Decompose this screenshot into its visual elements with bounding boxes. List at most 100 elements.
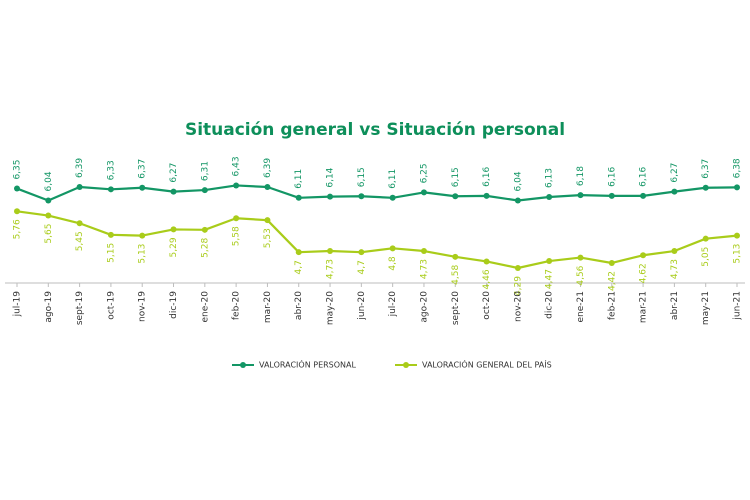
data-label: 4,46 xyxy=(482,269,492,289)
data-point xyxy=(201,226,208,233)
x-tick-label: feb-21 xyxy=(607,291,617,320)
data-point xyxy=(640,252,647,259)
data-point xyxy=(76,220,83,227)
x-tick-label: oct-19 xyxy=(106,291,116,320)
x-tick-label: nov-20 xyxy=(513,291,523,322)
data-label: 5,15 xyxy=(106,243,116,263)
data-point xyxy=(389,245,396,252)
data-point xyxy=(45,197,52,204)
x-tick-label: dic-20 xyxy=(545,291,555,319)
data-point xyxy=(170,188,177,195)
data-point xyxy=(702,235,709,242)
data-label: 6,04 xyxy=(44,171,54,191)
data-label: 4,56 xyxy=(576,265,586,285)
data-point xyxy=(452,253,459,260)
data-label: 6,13 xyxy=(545,168,555,188)
data-point xyxy=(295,249,302,256)
data-point xyxy=(327,193,334,200)
x-tick-label: jul-19 xyxy=(13,291,23,318)
data-point xyxy=(483,258,490,265)
data-label: 6,37 xyxy=(701,159,711,179)
x-tick-label: ene-20 xyxy=(200,291,210,323)
x-tick-label: sept-19 xyxy=(75,291,85,325)
data-point xyxy=(170,226,177,233)
data-label: 4,47 xyxy=(545,269,555,289)
data-point xyxy=(577,254,584,261)
data-point xyxy=(107,186,114,193)
data-point xyxy=(295,194,302,201)
data-point xyxy=(514,265,521,271)
data-label: 6,38 xyxy=(733,158,743,178)
data-point xyxy=(264,217,271,224)
data-label: 6,39 xyxy=(263,158,273,178)
data-label: 6,25 xyxy=(419,163,429,183)
data-label: 5,29 xyxy=(169,237,179,257)
data-label: 5,58 xyxy=(232,226,242,246)
data-label: 6,27 xyxy=(670,163,680,183)
data-label: 6,04 xyxy=(513,171,523,191)
x-tick-label: abr-20 xyxy=(294,291,304,320)
data-label: 6,15 xyxy=(357,167,367,187)
legend-label-1: VALORACIÓN PERSONAL xyxy=(259,359,357,370)
data-point xyxy=(671,248,678,255)
data-point xyxy=(233,182,240,189)
x-tick-label: sept-20 xyxy=(451,291,461,325)
legend-label-2: VALORACIÓN GENERAL DEL PAÍS xyxy=(422,359,552,370)
x-axis xyxy=(5,282,745,287)
data-label: 6,16 xyxy=(607,167,617,187)
data-point xyxy=(233,215,240,222)
data-label: 5,13 xyxy=(138,244,148,264)
data-point xyxy=(734,184,740,191)
data-label: 4,42 xyxy=(607,271,617,291)
data-label: 4,29 xyxy=(513,276,523,296)
data-point xyxy=(389,194,396,201)
data-point xyxy=(327,248,334,255)
data-point xyxy=(702,184,709,191)
x-tick-label: may-21 xyxy=(701,291,711,325)
data-labels: 6,35 6,04 6,39 6,33 6,37 6,27 6,31 6,43 6,39 6,11… xyxy=(13,156,743,296)
data-point xyxy=(546,194,553,201)
x-tick-label: mar-21 xyxy=(639,291,649,323)
data-label: 4,7 xyxy=(357,260,367,274)
data-label: 6,16 xyxy=(639,167,649,187)
data-label: 4,58 xyxy=(451,265,461,285)
data-point xyxy=(358,193,365,200)
data-point xyxy=(264,184,271,190)
data-point xyxy=(420,248,427,255)
data-label: 5,65 xyxy=(44,224,54,244)
x-tick-label: nov-19 xyxy=(138,291,148,322)
data-point xyxy=(201,187,208,194)
x-tick-label: jun-21 xyxy=(733,291,743,321)
data-label: 6,33 xyxy=(106,160,116,180)
data-point xyxy=(139,184,146,191)
data-point xyxy=(608,192,615,199)
data-label: 6,31 xyxy=(200,161,210,181)
data-point xyxy=(45,212,52,219)
data-point xyxy=(514,197,521,204)
data-label: 4,62 xyxy=(639,263,649,283)
data-point xyxy=(671,188,678,195)
legend-marker-2 xyxy=(403,362,409,368)
data-point xyxy=(358,249,365,256)
data-label: 6,27 xyxy=(169,163,179,183)
x-tick-labels: jul-19 ago-19 sept-19 oct-19 nov-19 dic-19 ene… xyxy=(13,291,743,325)
data-point xyxy=(420,189,427,196)
series-line-2 xyxy=(16,210,738,270)
data-label: 5,28 xyxy=(200,238,210,258)
data-label: 6,37 xyxy=(138,159,148,179)
series-line-1 xyxy=(16,184,738,202)
data-label: 6,14 xyxy=(326,167,336,187)
x-tick-label: dic-19 xyxy=(169,291,179,319)
data-point xyxy=(76,184,83,190)
data-label: 6,18 xyxy=(576,166,586,186)
data-point xyxy=(452,193,459,200)
x-tick-label: abr-21 xyxy=(670,291,680,320)
data-point xyxy=(14,185,20,192)
data-label: 5,13 xyxy=(733,244,743,264)
x-tick-label: feb-20 xyxy=(232,291,242,320)
data-label: 5,76 xyxy=(13,219,23,239)
data-point xyxy=(107,231,114,238)
data-label: 6,39 xyxy=(75,158,85,178)
data-label: 6,15 xyxy=(451,167,461,187)
